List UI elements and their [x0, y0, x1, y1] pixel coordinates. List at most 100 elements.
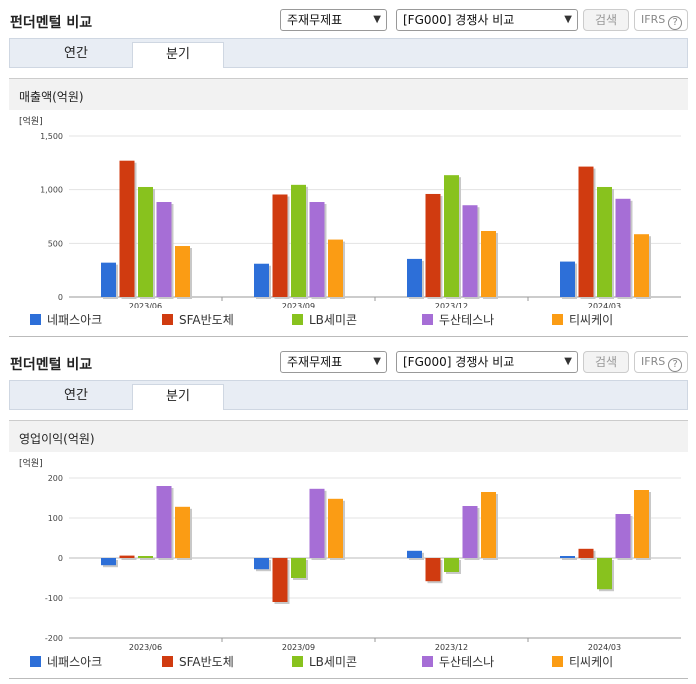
legend-swatch — [422, 656, 433, 667]
bar-티씨케이 — [175, 506, 190, 558]
bar-LB세미콘 — [444, 558, 459, 572]
y-tick-label: 1,500 — [40, 132, 63, 141]
legend-item[interactable]: LB세미콘 — [292, 655, 357, 671]
ifrs-label: IFRS — [641, 13, 666, 26]
help-icon[interactable]: ? — [668, 358, 683, 372]
panel-header: 펀더멘털 비교 주재무제표 ▼ [FG000] 경쟁사 비교 ▼ 검색 IFRS? — [0, 342, 696, 378]
legend-label: 두산테스나 — [439, 313, 495, 327]
x-tick-label: 2023/12 — [435, 643, 468, 652]
legend-label: SFA반도체 — [179, 313, 234, 327]
search-button[interactable]: 검색 — [583, 9, 629, 31]
panel-operating-profit: 펀더멘털 비교 주재무제표 ▼ [FG000] 경쟁사 비교 ▼ 검색 IFRS? … — [0, 342, 696, 679]
bar-네패스아크 — [254, 558, 269, 570]
legend-swatch — [292, 656, 303, 667]
statement-select[interactable]: 주재무제표 ▼ — [280, 9, 387, 31]
tab-annual[interactable]: 연간 — [64, 46, 88, 61]
bar-SFA반도체 — [119, 160, 135, 297]
period-tabs: 연간 분기 — [9, 38, 688, 68]
bar-두산테스나 — [156, 486, 172, 558]
chevron-down-icon: ▼ — [373, 356, 381, 367]
bar-LB세미콘 — [444, 175, 459, 297]
legend-item[interactable]: 네패스아크 — [30, 313, 102, 329]
legend-item[interactable]: 티씨케이 — [552, 655, 613, 671]
unit-label: [억원] — [19, 457, 43, 469]
legend-label: LB세미콘 — [309, 313, 358, 327]
bar-LB세미콘 — [138, 556, 153, 558]
bar-두산테스나 — [615, 514, 631, 558]
legend-label: 두산테스나 — [439, 655, 495, 669]
panel-revenue: 펀더멘털 비교 주재무제표 ▼ [FG000] 경쟁사 비교 ▼ 검색 IFRS? … — [0, 0, 696, 337]
x-tick-label: 2023/12 — [435, 302, 468, 308]
bar-SFA반도체 — [119, 555, 135, 558]
statement-select[interactable]: 주재무제표 ▼ — [280, 351, 387, 373]
ifrs-toggle[interactable]: IFRS? — [634, 9, 688, 31]
bar-티씨케이 — [328, 498, 343, 558]
x-tick-label: 2023/09 — [282, 302, 315, 308]
legend-item[interactable]: 네패스아크 — [30, 655, 102, 671]
tab-annual[interactable]: 연간 — [64, 388, 88, 403]
legend-swatch — [422, 314, 433, 325]
peer-group-select[interactable]: [FG000] 경쟁사 비교 ▼ — [396, 351, 578, 373]
bar-티씨케이 — [634, 490, 649, 558]
bar-티씨케이 — [175, 246, 190, 297]
help-icon[interactable]: ? — [668, 16, 683, 30]
chevron-down-icon: ▼ — [564, 356, 572, 367]
bar-두산테스나 — [615, 198, 631, 297]
bar-LB세미콘 — [597, 186, 612, 297]
x-tick-label: 2023/06 — [129, 643, 162, 652]
legend-item[interactable]: SFA반도체 — [162, 313, 234, 329]
bar-shadow — [562, 558, 577, 560]
legend-swatch — [30, 656, 41, 667]
y-tick-label: 200 — [48, 474, 63, 483]
section-title-bar: 매출액(억원) — [9, 78, 688, 110]
x-tick-label: 2023/09 — [282, 643, 315, 652]
bar-SFA반도체 — [272, 558, 288, 602]
bar-LB세미콘 — [291, 558, 306, 578]
bar-SFA반도체 — [578, 166, 594, 297]
bar-네패스아크 — [254, 263, 269, 297]
bar-네패스아크 — [560, 261, 575, 297]
legend-item[interactable]: 티씨케이 — [552, 313, 613, 329]
ifrs-toggle[interactable]: IFRS? — [634, 351, 688, 373]
y-tick-label: -100 — [45, 594, 63, 603]
legend-item[interactable]: SFA반도체 — [162, 655, 234, 671]
legend-swatch — [162, 656, 173, 667]
section-title-bar: 영업이익(억원) — [9, 420, 688, 452]
y-tick-label: 0 — [58, 293, 63, 302]
bar-shadow — [140, 558, 155, 560]
statement-select-value: 주재무제표 — [287, 13, 343, 27]
tab-quarterly[interactable]: 분기 — [132, 42, 224, 68]
legend-label: 티씨케이 — [569, 313, 614, 327]
legend-label: 네패스아크 — [47, 655, 103, 669]
legend-label: 네패스아크 — [47, 313, 103, 327]
ifrs-label: IFRS — [641, 355, 666, 368]
panel-header: 펀더멘털 비교 주재무제표 ▼ [FG000] 경쟁사 비교 ▼ 검색 IFRS? — [0, 0, 696, 36]
y-tick-label: 0 — [58, 554, 63, 563]
legend-item[interactable]: 두산테스나 — [422, 655, 494, 671]
legend-swatch — [552, 314, 563, 325]
bar-두산테스나 — [156, 202, 172, 297]
bar-티씨케이 — [481, 230, 496, 297]
peer-group-select[interactable]: [FG000] 경쟁사 비교 ▼ — [396, 9, 578, 31]
chevron-down-icon: ▼ — [564, 14, 572, 25]
legend-swatch — [552, 656, 563, 667]
legend-item[interactable]: LB세미콘 — [292, 313, 357, 329]
panel-title: 펀더멘털 비교 — [10, 15, 93, 31]
tab-quarterly[interactable]: 분기 — [132, 384, 224, 410]
y-tick-label: 100 — [48, 514, 63, 523]
section-title: 매출액(억원) — [19, 90, 84, 104]
bar-네패스아크 — [101, 558, 116, 566]
legend-swatch — [292, 314, 303, 325]
legend-label: LB세미콘 — [309, 655, 358, 669]
legend-item[interactable]: 두산테스나 — [422, 313, 494, 329]
search-button[interactable]: 검색 — [583, 351, 629, 373]
bar-LB세미콘 — [138, 186, 153, 297]
legend-label: SFA반도체 — [179, 655, 234, 669]
revenue-chart-svg: [억원] 0 500 1,000 1,500 2023/06 2023/09 2023/12 2… — [19, 115, 681, 311]
x-tick-label: 2024/03 — [588, 643, 621, 652]
peer-group-select-value: [FG000] 경쟁사 비교 — [403, 13, 515, 27]
x-tick-label: 2024/03 — [588, 302, 621, 308]
legend-swatch — [30, 314, 41, 325]
period-tabs: 연간 분기 — [9, 380, 688, 410]
bar-티씨케이 — [481, 492, 496, 558]
